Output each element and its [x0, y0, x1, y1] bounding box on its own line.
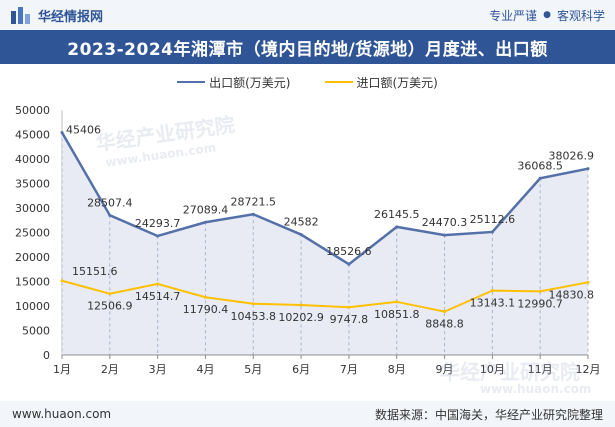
x-tick-label: 8月: [388, 363, 406, 376]
y-tick-label: 15000: [15, 276, 50, 289]
import-data-label: 13143.1: [470, 297, 516, 310]
import-point: [490, 289, 494, 293]
import-data-label: 10453.8: [231, 310, 277, 323]
import-point: [586, 280, 590, 284]
export-data-label: 27089.4: [183, 203, 229, 216]
import-series-line: [61, 279, 589, 313]
y-tick-label: 45000: [15, 129, 50, 142]
import-data-label: 9747.8: [330, 313, 369, 326]
y-tick-label: 0: [43, 349, 50, 362]
y-tick-label: 40000: [15, 153, 50, 166]
legend-item-export[interactable]: 出口额(万美元): [177, 74, 291, 91]
legend-swatch-export: [177, 81, 206, 83]
x-tick-label: 9月: [436, 363, 454, 376]
export-point: [251, 212, 255, 216]
y-tick-label: 10000: [15, 300, 50, 313]
export-point: [586, 167, 590, 171]
slogan: 专业严谨 ● 客观科学: [489, 7, 605, 24]
import-data-label: 14514.7: [135, 290, 181, 303]
x-tick-label: 2月: [101, 363, 119, 376]
footer: www.huaon.com 数据来源：中国海关，华经产业研究院整理: [0, 401, 615, 427]
brand-name: 华经情报网: [38, 9, 104, 25]
chart-legend: 出口额(万美元) 进口额(万美元): [0, 72, 615, 92]
brand[interactable]: 华经情报网: [10, 5, 103, 25]
export-data-label: 18526.6: [326, 245, 372, 258]
export-data-label: 28721.5: [231, 195, 277, 208]
chart-title-bar: 2023-2024年湘潭市（境内目的地/货源地）月度进、出口额: [0, 30, 615, 64]
x-tick-label: 11月: [528, 363, 553, 376]
legend-label-export: 出口额(万美元): [209, 75, 291, 90]
legend-swatch-import: [324, 81, 353, 83]
x-tick-label: 3月: [149, 363, 167, 376]
import-point: [156, 282, 160, 286]
import-point: [395, 300, 399, 304]
chart-title: 2023-2024年湘潭市（境内目的地/货源地）月度进、出口额: [67, 39, 548, 60]
import-data-label: 12990.7: [517, 297, 563, 310]
import-point: [538, 289, 542, 293]
line-chart: 0 5000 10000 15000 20000 25000 30000 35000 40000…: [15, 104, 601, 376]
export-point: [538, 176, 542, 180]
export-data-label: 45406: [66, 124, 101, 137]
y-tick-label: 50000: [15, 104, 50, 117]
legend-label-import: 进口额(万美元): [356, 75, 438, 90]
y-tick-label: 5000: [22, 325, 50, 338]
bullet-icon: ●: [543, 10, 551, 20]
y-tick-label: 25000: [15, 227, 50, 240]
export-point: [347, 262, 351, 266]
export-data-label: 24582: [284, 216, 319, 229]
import-point: [443, 310, 447, 314]
export-point: [108, 213, 112, 217]
export-data-label: 28507.4: [87, 196, 133, 209]
import-data-label: 11790.4: [183, 303, 229, 316]
export-data-label: 24293.7: [135, 217, 181, 230]
x-tick-label: 12月: [576, 363, 601, 376]
export-point: [60, 131, 64, 135]
import-point: [108, 292, 112, 296]
brand-logo-icon: [11, 7, 30, 24]
import-point: [251, 302, 255, 306]
import-data-label: 10202.9: [278, 311, 324, 324]
export-point: [443, 233, 447, 237]
export-data-label: 38026.9: [549, 150, 595, 163]
import-point: [60, 279, 64, 283]
export-point: [203, 220, 207, 224]
import-data-label: 10851.8: [374, 308, 420, 321]
x-tick-label: 7月: [340, 363, 358, 376]
export-data-label: 26145.5: [374, 208, 420, 221]
import-data-label: 8848.8: [425, 318, 464, 331]
export-point: [299, 233, 303, 237]
x-tick-label: 1月: [53, 363, 71, 376]
export-data-label: 24470.3: [422, 216, 468, 229]
export-area: [62, 132, 588, 355]
import-point: [347, 305, 351, 309]
footer-source: 数据来源：中国海关，华经产业研究院整理: [374, 407, 603, 422]
import-data-label: 12506.9: [87, 300, 133, 313]
import-point: [203, 295, 207, 299]
export-series-line: [60, 131, 589, 266]
y-tick-label: 30000: [15, 202, 50, 215]
export-data-label: 36068.5: [517, 159, 563, 172]
import-data-label: 15151.6: [72, 265, 118, 278]
x-tick-label: 10月: [480, 363, 505, 376]
export-point: [395, 225, 399, 229]
export-point: [156, 234, 160, 238]
x-tick-label: 6月: [292, 363, 310, 376]
footer-website[interactable]: www.huaon.com: [12, 407, 112, 421]
x-tick-label: 4月: [196, 363, 214, 376]
import-data-label: 14830.8: [549, 288, 595, 301]
import-point: [299, 303, 303, 307]
slogan-left: 专业严谨: [489, 8, 538, 23]
legend-item-import[interactable]: 进口额(万美元): [324, 74, 438, 91]
top-bar: 华经情报网 专业严谨 ● 客观科学: [0, 0, 615, 30]
slogan-right: 客观科学: [556, 8, 605, 23]
y-tick-label: 20000: [15, 251, 50, 264]
y-tick-label: 35000: [15, 178, 50, 191]
export-point: [490, 230, 494, 234]
x-tick-label: 5月: [244, 363, 262, 376]
export-data-label: 25112.6: [470, 213, 516, 226]
